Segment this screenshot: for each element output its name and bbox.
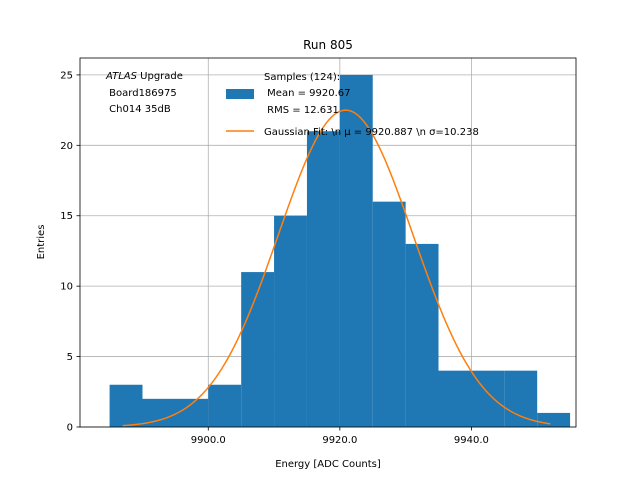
y-tick-label: 20	[60, 141, 73, 152]
x-tick-label: 9900.0	[191, 435, 226, 446]
legend-samples-swatch	[226, 89, 254, 99]
legend-fit-text: Gaussian Fit: \n μ = 9920.887 \n σ=10.23…	[264, 127, 479, 138]
y-axis: 0 5 10 15 20 25	[60, 70, 80, 434]
plot-area-frame	[79, 57, 577, 428]
annotation-upgrade: Upgrade	[137, 71, 183, 82]
histogram-bar	[142, 398, 209, 427]
legend-samples-line-3: RMS = 12.631	[264, 105, 339, 116]
histogram-bar	[339, 74, 373, 428]
x-axis-label: Energy [ADC Counts]	[275, 459, 381, 470]
legend-samples-line-1: Samples (124):	[264, 72, 340, 83]
y-axis-label: Entries	[36, 225, 47, 260]
histogram-bars	[109, 74, 571, 428]
y-tick-label: 0	[67, 423, 73, 434]
histogram-bar	[109, 384, 143, 427]
histogram-bar	[537, 412, 571, 427]
histogram-bar	[208, 384, 242, 427]
annotation-atlas-italic: ATLAS	[105, 71, 138, 82]
y-tick-label: 15	[60, 211, 73, 222]
histogram-bar	[405, 243, 439, 427]
annotation-line-2: Board186975	[106, 88, 177, 99]
y-tick-label: 10	[60, 282, 73, 293]
legend: Samples (124): Mean = 9920.67 RMS = 12.6…	[226, 72, 479, 138]
histogram-bar	[504, 370, 538, 427]
histogram-bar	[372, 201, 406, 427]
histogram-bar	[241, 272, 275, 427]
annotation-line-1: ATLAS Upgrade	[105, 71, 183, 82]
y-tick-label: 25	[60, 70, 73, 81]
histogram-bar	[306, 131, 340, 428]
gaussian-fit-curve	[122, 109, 551, 427]
y-tick-label: 5	[67, 352, 73, 363]
legend-samples-line-2: Mean = 9920.67	[264, 88, 351, 99]
x-tick-label: 9920.0	[322, 435, 357, 446]
x-tick-label: 9940.0	[454, 435, 489, 446]
x-axis: 9900.0 9920.0 9940.0	[191, 427, 489, 446]
chart-title: Run 805	[303, 38, 353, 52]
annotation-line-3: Ch014 35dB	[106, 104, 171, 115]
atlas-annotation: ATLAS Upgrade Board186975 Ch014 35dB	[105, 71, 183, 115]
histogram-bar	[274, 215, 307, 427]
